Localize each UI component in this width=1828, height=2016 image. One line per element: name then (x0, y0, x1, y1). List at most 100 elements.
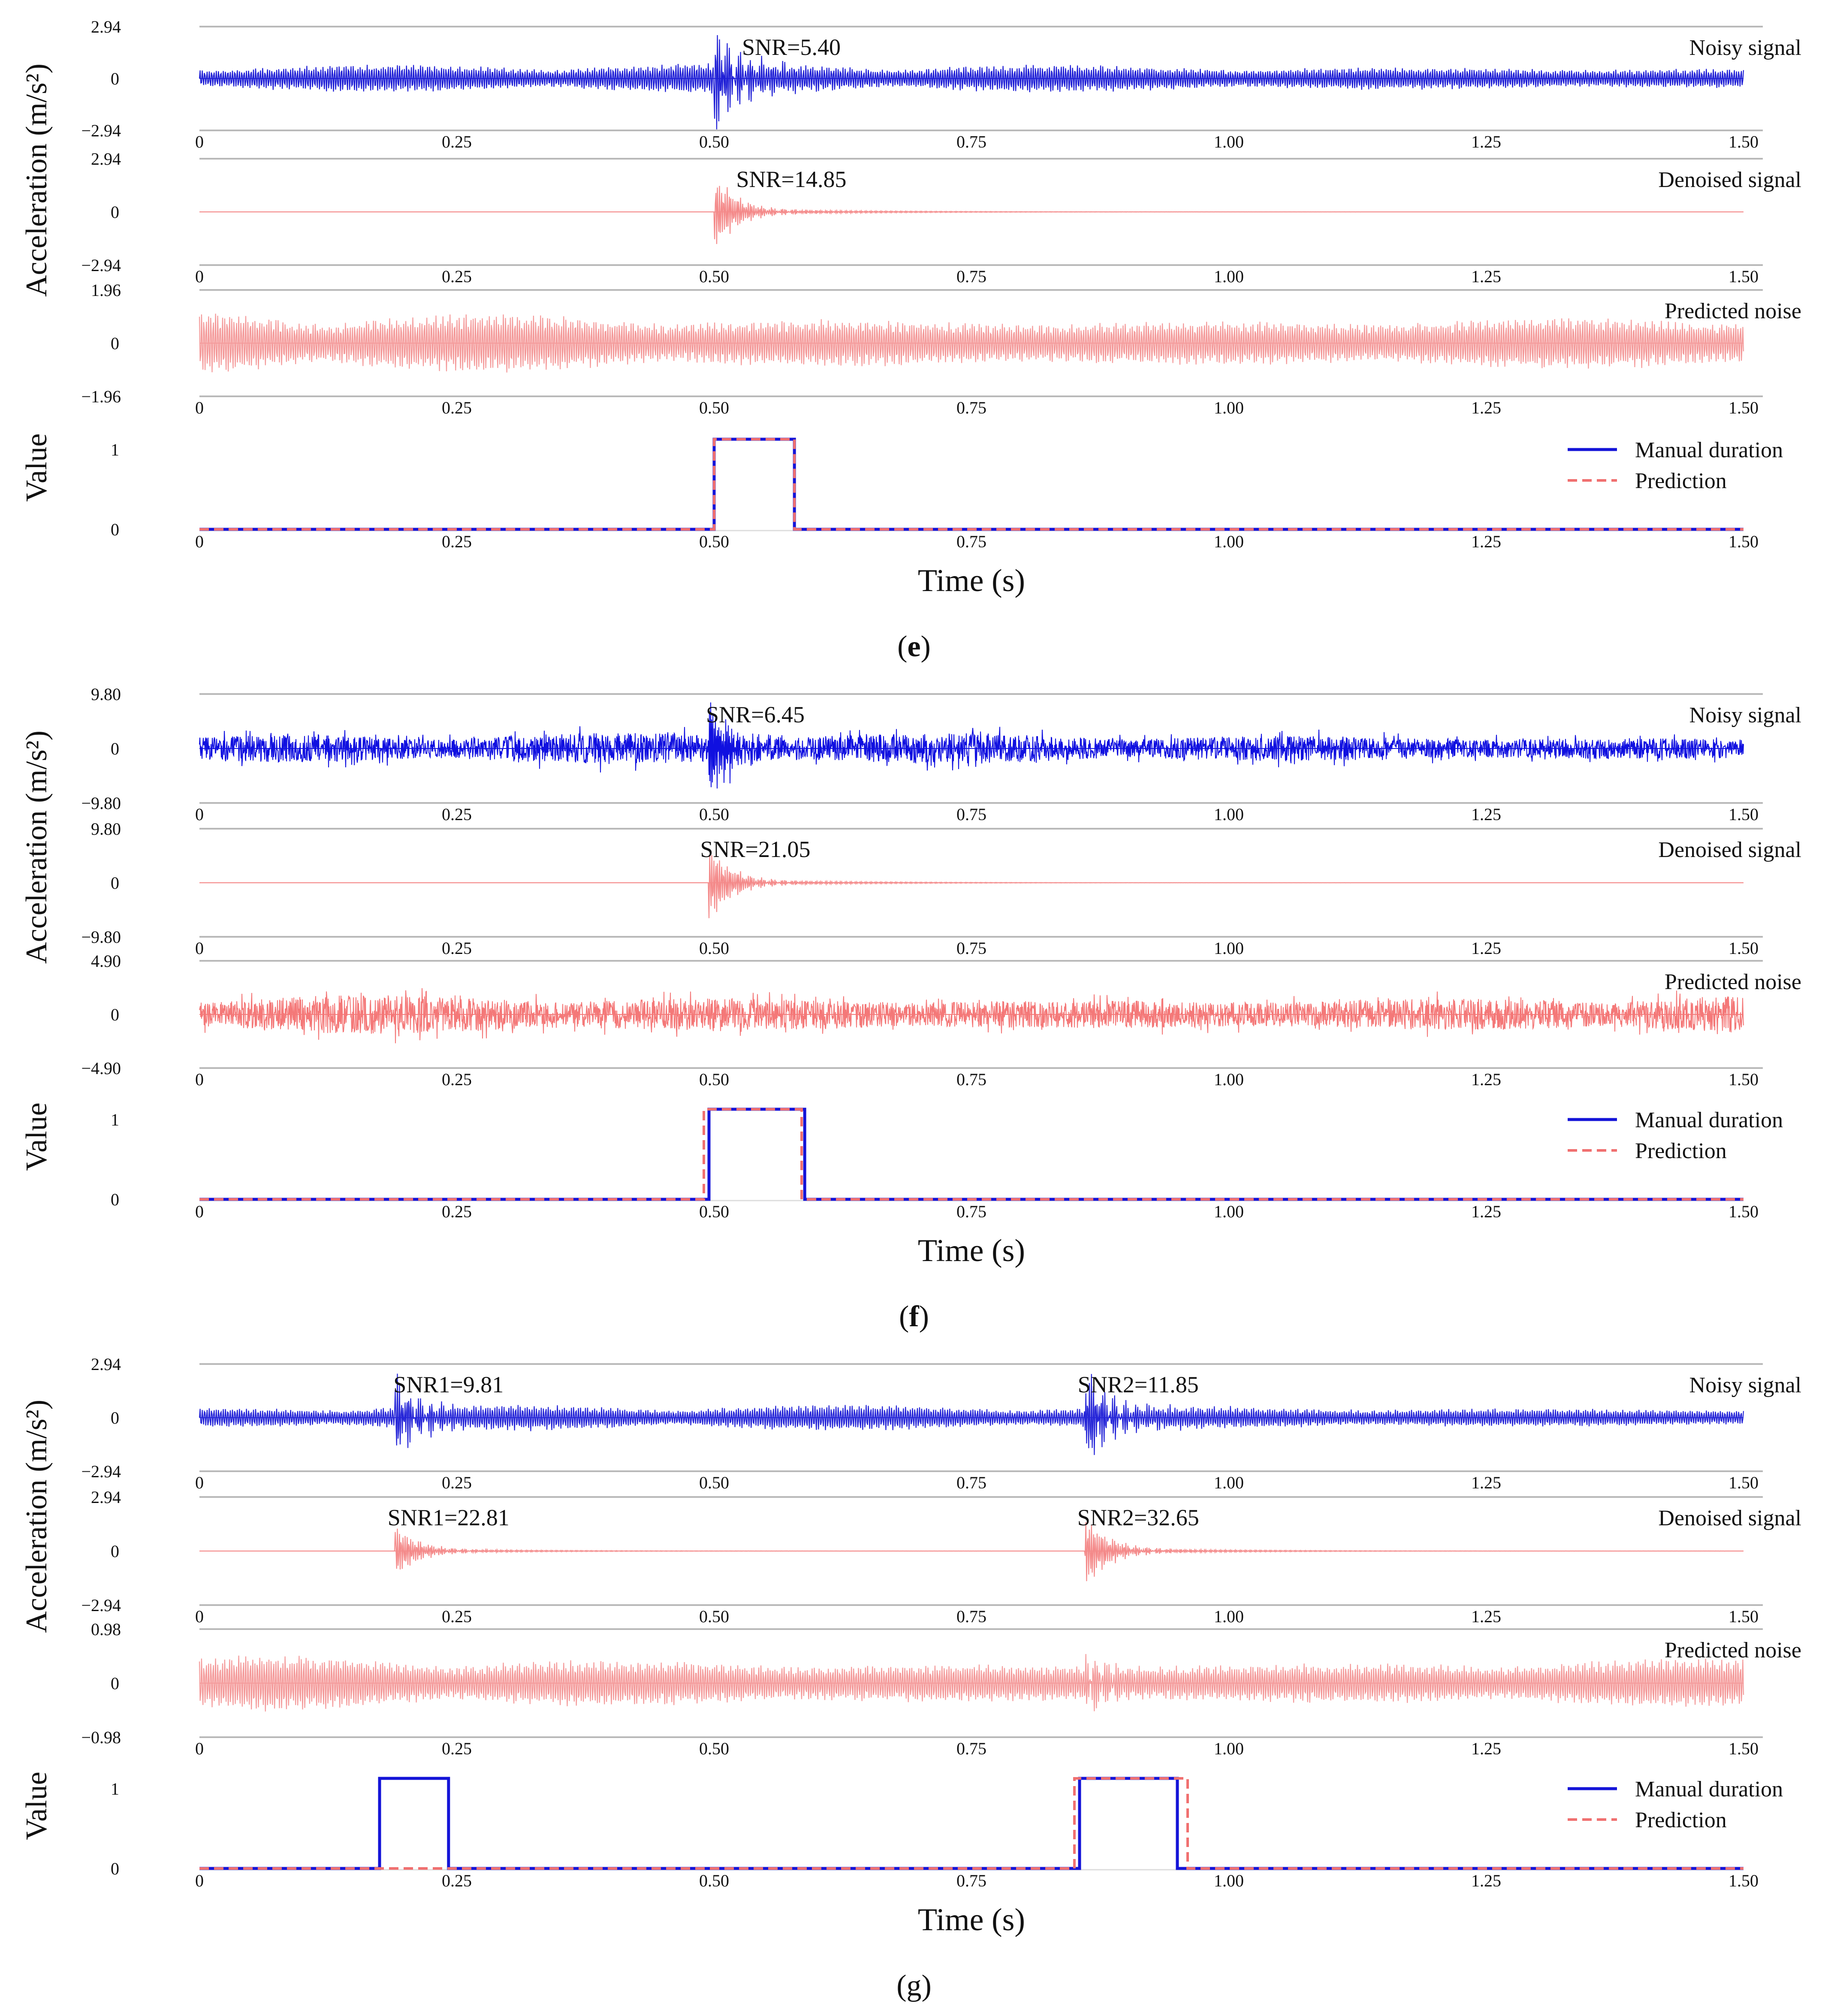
x-tick-label: 0.75 (956, 1607, 986, 1626)
trace-label: Denoised signal (1658, 168, 1801, 192)
x-tick-label: 0.25 (442, 398, 472, 417)
x-tick-label: 1.00 (1214, 805, 1244, 824)
y-tick-label: −0.98 (81, 1728, 121, 1747)
snr-annotation: SNR=6.45 (706, 702, 805, 727)
x-tick-label: 0.25 (442, 1871, 472, 1890)
x-tick-label: 1.50 (1728, 267, 1759, 286)
x-tick-label: 1.25 (1471, 398, 1501, 417)
x-axis-label: Time (s) (918, 563, 1025, 598)
x-tick-label: 0.75 (956, 1070, 986, 1089)
x-tick-label: 1.00 (1214, 267, 1244, 286)
x-tick-label: 0.50 (699, 398, 729, 417)
legend-label: Manual duration (1635, 1777, 1783, 1802)
x-tick-label: 0.50 (699, 1473, 729, 1492)
y-tick-label: −9.80 (81, 927, 121, 947)
y-tick-label: −2.94 (81, 121, 121, 140)
y-tick-label: 0 (111, 202, 119, 222)
trace-label: Predicted noise (1665, 970, 1801, 994)
value-axis-label: Value (20, 433, 53, 501)
snr-annotation: SNR2=11.85 (1078, 1372, 1199, 1397)
y-tick-label: 0 (111, 1674, 119, 1693)
snr-annotation: SNR=14.85 (736, 166, 846, 192)
x-tick-label: 0.75 (956, 1473, 986, 1492)
x-tick-label: 0.75 (956, 1202, 986, 1221)
x-tick-label: 1.25 (1471, 1871, 1501, 1890)
x-tick-label: 1.25 (1471, 1607, 1501, 1626)
legend: Manual duration Prediction (1568, 1108, 1783, 1163)
panel-caption: (g) (896, 1969, 932, 2002)
y-tick-label: −2.94 (81, 1462, 121, 1481)
x-tick-label: 0.50 (699, 1607, 729, 1626)
waveform (199, 1522, 1744, 1581)
y-tick-label: 9.80 (91, 819, 121, 839)
x-tick-label: 0 (195, 1739, 204, 1758)
y-tick-label: 1 (111, 1779, 119, 1799)
y-tick-label: −2.94 (81, 1596, 121, 1615)
x-tick-label: 1.00 (1214, 532, 1244, 551)
legend: Manual duration Prediction (1568, 1777, 1783, 1832)
trace-label: Denoised signal (1658, 838, 1801, 862)
waveform (199, 1654, 1744, 1712)
y-tick-label: 1.96 (91, 281, 121, 300)
x-tick-label: 1.50 (1728, 1473, 1759, 1492)
x-tick-label: 1.25 (1471, 1739, 1501, 1758)
x-tick-label: 0.75 (956, 267, 986, 286)
legend-label: Prediction (1635, 1808, 1727, 1832)
panel-caption: (e) (897, 630, 931, 663)
trace-label: Predicted noise (1665, 299, 1801, 323)
x-tick-label: 0.75 (956, 1871, 986, 1890)
manual-duration-line (199, 438, 1744, 531)
x-tick-label: 1.25 (1471, 132, 1501, 151)
y-tick-label: 0 (111, 1005, 119, 1024)
x-tick-label: 0.25 (442, 532, 472, 551)
y-tick-label: −4.90 (81, 1059, 121, 1078)
x-tick-label: 0.25 (442, 805, 472, 824)
chart-f: Acceleration (m/s²) Value 9.80 0 −9.80 0 0.25 0… (20, 685, 1801, 1333)
x-tick-label: 0.75 (956, 132, 986, 151)
x-tick-label: 1.00 (1214, 1607, 1244, 1626)
x-tick-label: 1.50 (1728, 805, 1759, 824)
waveform (199, 35, 1744, 130)
y-tick-label: 0 (111, 520, 119, 539)
x-tick-label: 0.75 (956, 398, 986, 417)
x-tick-label: 1.00 (1214, 1070, 1244, 1089)
x-tick-label: 0.50 (699, 1871, 729, 1890)
value-axis-label: Value (20, 1772, 53, 1840)
x-tick-label: 0.50 (699, 939, 729, 958)
y-tick-label: 1 (111, 1110, 119, 1129)
x-tick-label: 0 (195, 132, 204, 151)
manual-duration-line (199, 1108, 1744, 1201)
acceleration-axis-label: Acceleration (m/s²) (20, 63, 53, 297)
x-tick-label: 0.25 (442, 1473, 472, 1492)
duration-plot: 1 0 0 0.25 0.50 0.75 1.00 1.25 1.50 Manual durati… (111, 438, 1783, 551)
x-tick-label: 0 (195, 267, 204, 286)
x-tick-label: 1.50 (1728, 1202, 1759, 1221)
x-tick-label: 0.75 (956, 1739, 986, 1758)
x-tick-label: 0 (195, 939, 204, 958)
value-axis-label: Value (20, 1102, 53, 1171)
trace-noisy-signal: 2.94 0 −2.94 0 0.25 0.50 0.75 1.00 1.25 1.50 Noisy… (81, 1355, 1801, 1492)
x-tick-label: 1.00 (1214, 1871, 1244, 1890)
x-tick-label: 0.75 (956, 939, 986, 958)
x-tick-label: 1.00 (1214, 1202, 1244, 1221)
x-tick-label: 0 (195, 1871, 204, 1890)
x-tick-label: 0 (195, 398, 204, 417)
y-tick-label: 0 (111, 334, 119, 353)
trace-denoised-signal: 2.94 0 −2.94 0 0.25 0.50 0.75 1.00 1.25 1.50 Denoi… (81, 1488, 1801, 1626)
y-tick-label: 0 (111, 69, 119, 88)
acceleration-axis-label: Acceleration (m/s²) (20, 1400, 53, 1633)
x-tick-label: 0 (195, 1473, 204, 1492)
x-tick-label: 0 (195, 1202, 204, 1221)
waveform (199, 988, 1744, 1044)
legend-label: Prediction (1635, 1139, 1727, 1163)
waveform (199, 186, 1744, 244)
x-tick-label: 1.25 (1471, 939, 1501, 958)
trace-label: Noisy signal (1689, 703, 1801, 727)
trace-predicted-noise: 1.96 0 −1.96 0 0.25 0.50 0.75 1.00 1.25 1.50 Predi… (81, 281, 1801, 417)
trace-label: Predicted noise (1665, 1638, 1801, 1663)
y-tick-label: 2.94 (91, 17, 121, 36)
y-tick-label: 1 (111, 440, 119, 459)
x-tick-label: 1.25 (1471, 532, 1501, 551)
x-tick-label: 1.00 (1214, 1739, 1244, 1758)
x-tick-label: 0 (195, 805, 204, 824)
